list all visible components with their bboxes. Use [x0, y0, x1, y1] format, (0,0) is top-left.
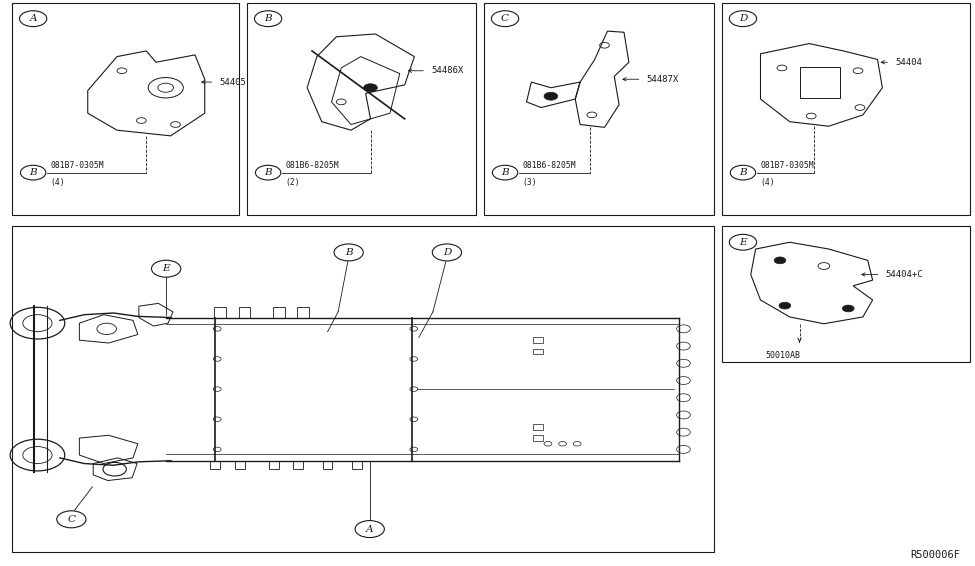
Bar [352, 461, 362, 469]
Circle shape [355, 521, 384, 538]
Text: (2): (2) [286, 178, 300, 187]
Text: R500006F: R500006F [911, 550, 960, 560]
Circle shape [729, 11, 757, 27]
Bar [533, 349, 543, 354]
Bar [293, 461, 303, 469]
Text: A: A [366, 525, 373, 534]
Circle shape [842, 305, 854, 312]
Text: E: E [162, 264, 170, 273]
Bar [297, 307, 309, 318]
Circle shape [432, 244, 461, 261]
Text: B: B [29, 168, 37, 177]
Bar [323, 461, 332, 469]
Text: E: E [739, 238, 747, 247]
Bar [722, 226, 970, 362]
Text: (3): (3) [523, 178, 537, 187]
Circle shape [334, 244, 364, 261]
Circle shape [779, 302, 791, 309]
Circle shape [151, 260, 180, 277]
Text: A: A [29, 14, 37, 23]
Bar [235, 461, 245, 469]
Text: B: B [264, 168, 272, 177]
Circle shape [20, 11, 47, 27]
Bar [211, 461, 220, 469]
Text: 54486X: 54486X [431, 66, 463, 75]
Text: C: C [67, 515, 75, 524]
Bar [273, 307, 285, 318]
Text: 54404+C: 54404+C [885, 270, 923, 279]
Text: 081B6-8205M: 081B6-8205M [286, 161, 339, 170]
Text: 081B7-0305M: 081B7-0305M [760, 161, 814, 170]
Circle shape [20, 165, 46, 180]
Text: C: C [501, 14, 509, 23]
Text: D: D [443, 248, 451, 257]
Bar [800, 67, 840, 98]
Bar [12, 3, 239, 215]
Circle shape [544, 92, 558, 100]
Text: B: B [345, 248, 353, 257]
Text: (4): (4) [760, 178, 775, 187]
Bar [722, 3, 970, 215]
Circle shape [254, 11, 282, 27]
Circle shape [57, 511, 86, 528]
Circle shape [492, 165, 518, 180]
Bar [533, 424, 543, 430]
Text: B: B [264, 14, 272, 23]
Bar [239, 307, 251, 318]
Circle shape [730, 165, 756, 180]
Bar [533, 435, 543, 441]
Bar [533, 337, 543, 343]
Text: D: D [739, 14, 747, 23]
Circle shape [491, 11, 519, 27]
Bar [247, 3, 476, 215]
Circle shape [255, 165, 281, 180]
Text: (4): (4) [51, 178, 65, 187]
Bar [214, 307, 226, 318]
Text: 50010AB: 50010AB [765, 351, 800, 360]
Text: B: B [739, 168, 747, 177]
Text: 54487X: 54487X [646, 75, 679, 84]
Text: 54405: 54405 [219, 78, 247, 87]
Circle shape [364, 84, 377, 92]
Text: B: B [501, 168, 509, 177]
Text: 081B6-8205M: 081B6-8205M [523, 161, 576, 170]
Text: 54404: 54404 [895, 58, 922, 67]
Text: 081B7-0305M: 081B7-0305M [51, 161, 104, 170]
Bar [12, 226, 714, 552]
Circle shape [774, 257, 786, 264]
Bar [269, 461, 279, 469]
Circle shape [729, 234, 757, 250]
Bar [484, 3, 714, 215]
